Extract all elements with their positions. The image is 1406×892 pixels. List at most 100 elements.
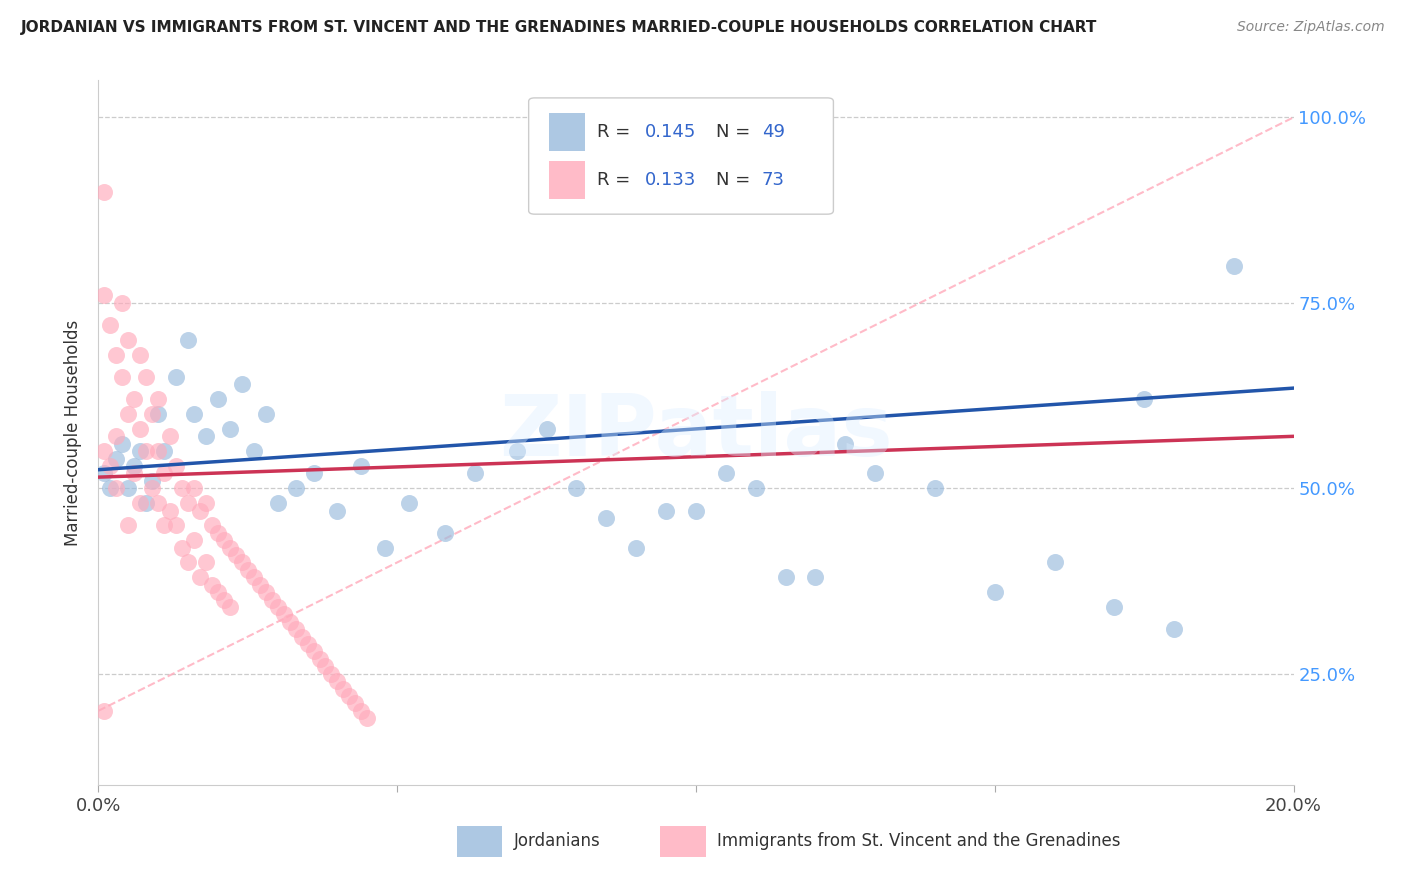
Point xyxy=(398,496,420,510)
Point xyxy=(243,570,266,584)
Text: R =: R = xyxy=(596,123,636,141)
Point xyxy=(98,318,122,332)
Point xyxy=(195,429,218,443)
Point xyxy=(249,577,271,591)
Point xyxy=(129,444,152,458)
Point xyxy=(172,481,194,495)
Point xyxy=(148,392,170,407)
Point xyxy=(804,570,827,584)
Point xyxy=(195,496,218,510)
Point xyxy=(117,481,139,495)
Point xyxy=(536,422,558,436)
Y-axis label: Married-couple Households: Married-couple Households xyxy=(65,319,83,546)
Point xyxy=(315,659,337,673)
Point xyxy=(135,444,157,458)
Point xyxy=(105,481,128,495)
Point xyxy=(159,503,181,517)
Point xyxy=(219,599,242,614)
Point xyxy=(231,377,253,392)
Point xyxy=(129,348,152,362)
Text: Immigrants from St. Vincent and the Grenadines: Immigrants from St. Vincent and the Gren… xyxy=(717,832,1121,850)
Point xyxy=(159,429,181,443)
Point xyxy=(243,444,266,458)
Point xyxy=(129,422,152,436)
Point xyxy=(506,444,529,458)
Point xyxy=(98,481,122,495)
Point xyxy=(260,592,283,607)
Point xyxy=(111,370,134,384)
Text: Jordanians: Jordanians xyxy=(515,832,600,850)
Point xyxy=(148,407,170,421)
Point xyxy=(865,467,887,481)
Point xyxy=(105,348,128,362)
Point xyxy=(135,496,157,510)
Text: 73: 73 xyxy=(762,171,785,189)
Point xyxy=(124,392,146,407)
Point xyxy=(267,599,290,614)
Point xyxy=(984,585,1007,599)
Point xyxy=(201,518,224,533)
Point xyxy=(284,622,307,636)
Point xyxy=(124,458,146,473)
Point xyxy=(297,637,319,651)
Point xyxy=(93,185,115,199)
Point xyxy=(165,458,187,473)
Point xyxy=(141,481,163,495)
Point xyxy=(464,467,486,481)
Point xyxy=(93,288,115,302)
Point xyxy=(350,458,373,473)
Point xyxy=(93,704,115,718)
Point xyxy=(117,518,139,533)
Point xyxy=(332,681,354,696)
Point xyxy=(219,422,242,436)
Text: R =: R = xyxy=(596,171,636,189)
Point xyxy=(188,570,211,584)
Point xyxy=(207,585,229,599)
Point xyxy=(273,607,295,622)
Point xyxy=(775,570,797,584)
Text: 49: 49 xyxy=(762,123,785,141)
Point xyxy=(93,467,115,481)
Point xyxy=(339,689,361,703)
Point xyxy=(148,496,170,510)
Point xyxy=(595,511,617,525)
Point xyxy=(111,436,134,450)
Bar xyxy=(457,826,502,857)
Point xyxy=(1133,392,1156,407)
Point xyxy=(177,333,200,347)
Point xyxy=(434,525,457,540)
Point xyxy=(111,295,134,310)
Point xyxy=(148,444,170,458)
Point xyxy=(124,467,146,481)
Point xyxy=(655,503,678,517)
Point xyxy=(153,467,176,481)
Bar xyxy=(548,161,585,200)
Point xyxy=(326,503,349,517)
Point xyxy=(105,429,128,443)
Point xyxy=(267,496,290,510)
Point xyxy=(302,644,325,658)
Point xyxy=(177,556,200,570)
Point xyxy=(1104,599,1126,614)
Point xyxy=(308,652,330,666)
Text: JORDANIAN VS IMMIGRANTS FROM ST. VINCENT AND THE GRENADINES MARRIED-COUPLE HOUSE: JORDANIAN VS IMMIGRANTS FROM ST. VINCENT… xyxy=(21,20,1098,35)
Text: 0.145: 0.145 xyxy=(644,123,696,141)
Point xyxy=(141,474,163,488)
Point xyxy=(165,370,187,384)
Point xyxy=(626,541,648,555)
Text: N =: N = xyxy=(716,171,756,189)
Point xyxy=(129,496,152,510)
Point xyxy=(177,496,200,510)
Text: Source: ZipAtlas.com: Source: ZipAtlas.com xyxy=(1237,20,1385,34)
Point xyxy=(356,711,378,725)
Point xyxy=(254,407,277,421)
Point xyxy=(1163,622,1185,636)
Point xyxy=(834,436,856,450)
Text: 0.133: 0.133 xyxy=(644,171,696,189)
Point xyxy=(183,481,205,495)
Point xyxy=(302,467,325,481)
Point xyxy=(1043,556,1066,570)
Point xyxy=(212,592,235,607)
Point xyxy=(225,548,247,562)
Point xyxy=(93,444,115,458)
